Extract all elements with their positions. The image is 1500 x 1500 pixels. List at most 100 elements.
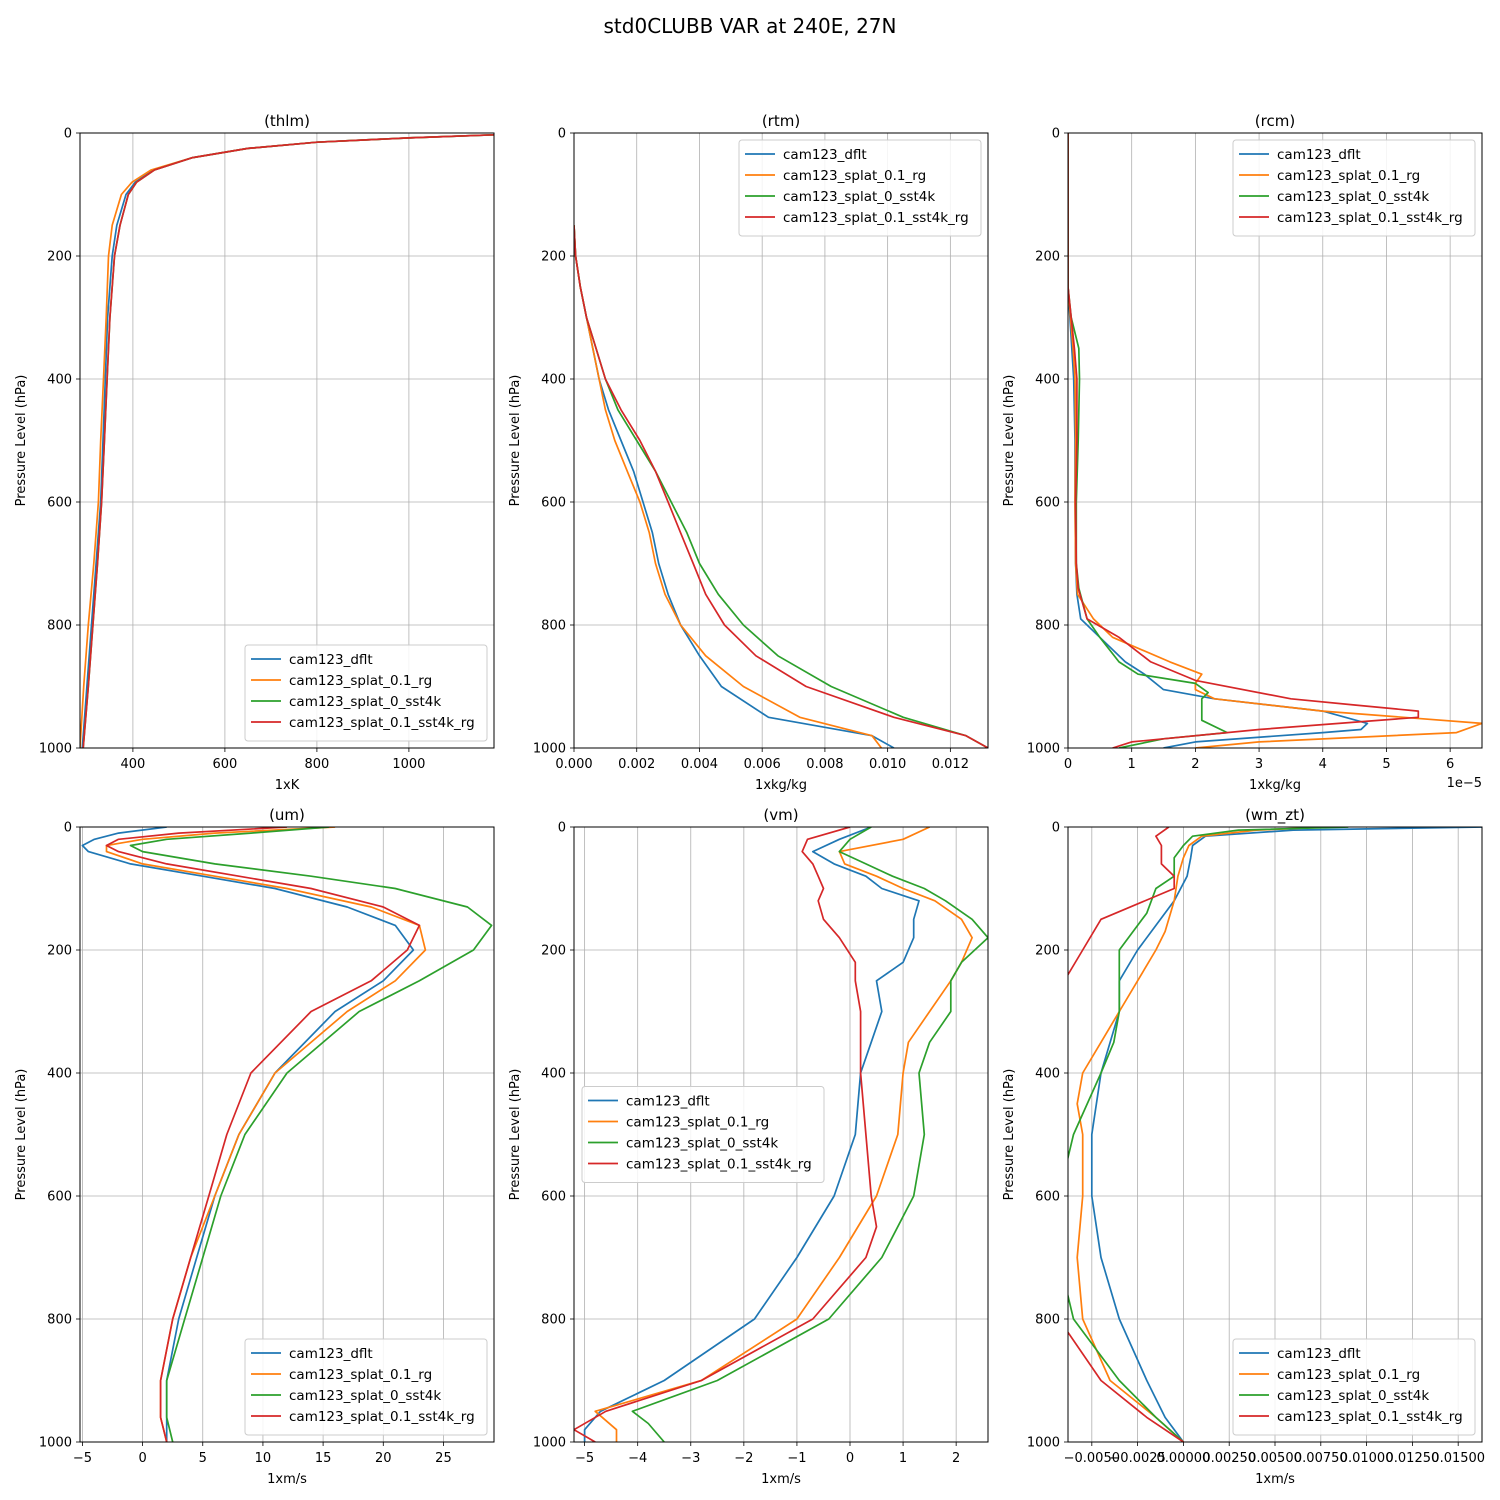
x-tick-label: 3 xyxy=(1255,757,1263,772)
legend-entry: cam123_splat_0.1_sst4k_rg xyxy=(783,210,969,226)
subplot-rtm: 0.000 0.002 0.004 0.006 0.008 0.010 0.012 0 200 4… xyxy=(508,112,989,793)
subplot-rcm: 0 1 2 3 4 5 6 0 200 400 600 800 1000 (rcm) 1xkg/kg Pres… xyxy=(1002,112,1483,793)
legend-frame xyxy=(1232,139,1476,237)
subplot-wm_zt: −0.0050−0.00250.000000.002500.005000.007… xyxy=(1002,806,1485,1487)
x-tick-label: 4 xyxy=(1319,757,1327,772)
series-line-cam123_splat_0.1_sst4k_rg xyxy=(1068,133,1420,748)
legend-entry: cam123_splat_0.1_sst4k_rg xyxy=(289,715,475,731)
x-tick-label: −3 xyxy=(681,1451,700,1466)
y-tick-label: 800 xyxy=(1035,1313,1060,1328)
legend-frame xyxy=(1232,1338,1476,1436)
legend: cam123_dflt cam123_splat_0.1_rg cam123_spl… xyxy=(738,139,982,237)
y-tick-label: 200 xyxy=(47,944,72,959)
subplot-vm: −5 −4 −3 −2 −1 0 1 2 0 200 400 600 800 1000 (vm) 1xm/s P… xyxy=(508,806,989,1487)
y-axis-label: Pressure Level (hPa) xyxy=(1002,1069,1017,1201)
x-tick-label: 0.01500 xyxy=(1431,1451,1485,1466)
legend-entry: cam123_splat_0_sst4k xyxy=(626,1136,778,1152)
series-line-cam123_splat_0_sst4k xyxy=(631,827,988,1442)
legend-frame xyxy=(244,1338,488,1436)
legend-entry: cam123_splat_0_sst4k xyxy=(1277,1388,1429,1404)
legend-entry: cam123_dflt xyxy=(783,147,867,163)
x-tick-label: 25 xyxy=(435,1451,452,1466)
legend-entry: cam123_dflt xyxy=(289,1346,373,1362)
x-tick-label: −0.0025 xyxy=(1109,1451,1165,1466)
y-tick-label: 600 xyxy=(1035,496,1060,511)
y-tick-label: 400 xyxy=(541,1067,566,1082)
x-tick-label: −5 xyxy=(575,1451,594,1466)
x-tick-label: 0 xyxy=(1064,757,1072,772)
subplot-title: (thlm) xyxy=(264,112,310,130)
axes-frame xyxy=(573,132,989,749)
legend: cam123_dflt cam123_splat_0.1_rg cam123_spl… xyxy=(1232,139,1476,237)
x-tick-label: 800 xyxy=(304,757,329,772)
x-axis-label: 1xkg/kg xyxy=(1249,778,1301,793)
y-tick-label: 200 xyxy=(1035,250,1060,265)
series-line-cam123_dflt xyxy=(81,827,415,1442)
legend-entry: cam123_dflt xyxy=(1277,1346,1361,1362)
x-tick-label: 0.000 xyxy=(555,757,592,772)
legend: cam123_dflt cam123_splat_0.1_rg cam123_spl… xyxy=(244,644,488,742)
y-axis-label: Pressure Level (hPa) xyxy=(508,1069,523,1201)
series-line-cam123_splat_0.1_rg xyxy=(1068,133,1482,748)
legend-entry: cam123_dflt xyxy=(626,1094,710,1110)
series-line-cam123_splat_0.1_sst4k_rg xyxy=(1068,827,1184,1442)
y-tick-label: 400 xyxy=(47,1067,72,1082)
x-tick-label: 1000 xyxy=(392,757,425,772)
y-axis-label: Pressure Level (hPa) xyxy=(1002,375,1017,507)
x-tick-label: −0.0050 xyxy=(1064,1451,1120,1466)
y-axis-label: Pressure Level (hPa) xyxy=(508,375,523,507)
x-tick-label: 0.01000 xyxy=(1340,1451,1394,1466)
x-tick-label: 0 xyxy=(846,1451,854,1466)
x-tick-label: 1 xyxy=(1128,757,1136,772)
subplot-title: (um) xyxy=(269,806,305,824)
series-line-cam123_splat_0.1_sst4k_rg xyxy=(82,133,494,748)
x-axis-label: 1xm/s xyxy=(761,1472,801,1487)
y-tick-label: 0 xyxy=(1052,127,1060,142)
legend-entry: cam123_splat_0_sst4k xyxy=(289,694,441,710)
x-tick-label: 0.008 xyxy=(806,757,843,772)
x-tick-label: −2 xyxy=(734,1451,753,1466)
legend-entry: cam123_dflt xyxy=(1277,147,1361,163)
series-line-cam123_splat_0.1_sst4k_rg xyxy=(574,225,988,748)
series-line-cam123_splat_0.1_rg xyxy=(574,225,883,748)
x-tick-label: 0.004 xyxy=(681,757,718,772)
y-tick-label: 600 xyxy=(1035,1190,1060,1205)
series-line-cam123_splat_0_sst4k xyxy=(1068,827,1349,1442)
x-tick-label: 0.012 xyxy=(932,757,969,772)
series-line-cam123_dflt xyxy=(583,827,920,1442)
x-axis-label: 1xkg/kg xyxy=(755,778,807,793)
legend-entry: cam123_splat_0.1_sst4k_rg xyxy=(1277,210,1463,226)
y-tick-label: 1000 xyxy=(1027,1436,1060,1451)
y-tick-label: 400 xyxy=(47,373,72,388)
y-tick-label: 400 xyxy=(1035,1067,1060,1082)
subplot-title: (wm_zt) xyxy=(1245,806,1305,825)
y-tick-label: 800 xyxy=(47,619,72,634)
x-tick-label: 0 xyxy=(138,1451,146,1466)
x-tick-label: 0.00250 xyxy=(1202,1451,1256,1466)
y-tick-label: 0 xyxy=(1052,821,1060,836)
series-line-cam123_splat_0_sst4k xyxy=(129,827,493,1442)
x-offset-text: 1e−5 xyxy=(1447,776,1482,791)
y-tick-label: 200 xyxy=(541,944,566,959)
y-tick-label: 0 xyxy=(64,127,72,142)
y-tick-label: 600 xyxy=(47,496,72,511)
axes-frame xyxy=(79,132,495,749)
x-tick-label: 6 xyxy=(1446,757,1454,772)
x-tick-label: 0.00750 xyxy=(1294,1451,1348,1466)
y-axis-label: Pressure Level (hPa) xyxy=(14,1069,29,1201)
x-tick-label: 2 xyxy=(952,1451,960,1466)
axes-frame xyxy=(1067,132,1483,749)
x-axis-label: 1xm/s xyxy=(267,1472,307,1487)
y-tick-label: 200 xyxy=(47,250,72,265)
y-tick-label: 800 xyxy=(541,1313,566,1328)
series-line-cam123_splat_0_sst4k xyxy=(574,225,988,748)
x-tick-label: 0.006 xyxy=(744,757,781,772)
axes-frame xyxy=(1067,826,1483,1443)
x-tick-label: 2 xyxy=(1191,757,1199,772)
x-tick-label: 20 xyxy=(375,1451,392,1466)
legend: cam123_dflt cam123_splat_0.1_rg cam123_spl… xyxy=(244,1338,488,1436)
x-tick-label: 0.002 xyxy=(618,757,655,772)
series-line-cam123_splat_0.1_sst4k_rg xyxy=(574,827,878,1442)
x-tick-label: 0.00500 xyxy=(1248,1451,1302,1466)
